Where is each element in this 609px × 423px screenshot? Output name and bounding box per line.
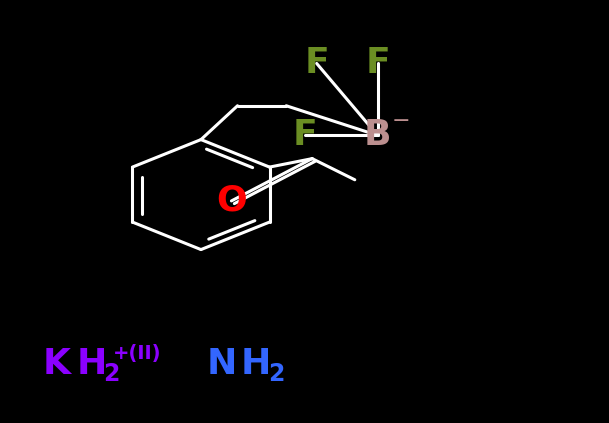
Text: F: F: [365, 47, 390, 80]
Text: −: −: [392, 110, 410, 131]
Text: F: F: [304, 47, 329, 80]
Text: K: K: [43, 347, 71, 381]
Text: N: N: [207, 347, 238, 381]
Text: 2: 2: [104, 363, 120, 386]
Text: O: O: [216, 184, 247, 218]
Text: H: H: [241, 347, 271, 381]
Text: F: F: [292, 118, 317, 152]
Text: +(II): +(II): [113, 344, 161, 363]
Text: 2: 2: [268, 363, 284, 386]
Text: H: H: [76, 347, 107, 381]
Text: B: B: [364, 118, 392, 152]
